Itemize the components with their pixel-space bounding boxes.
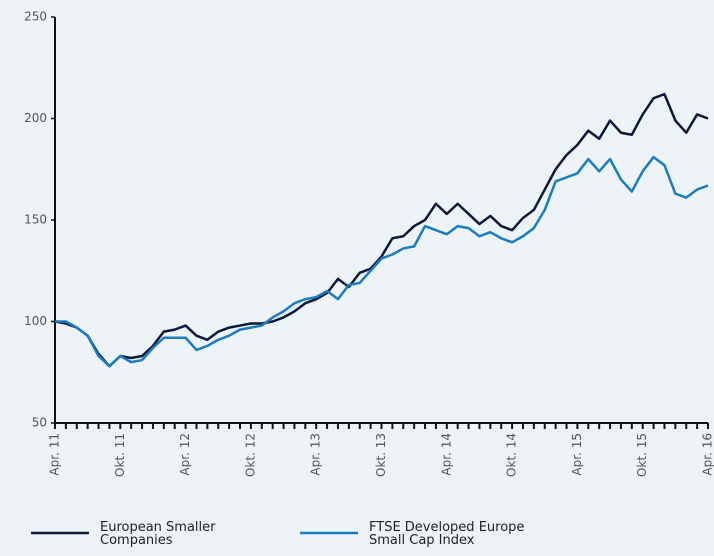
x-tick-label: Okt. 14 bbox=[505, 433, 519, 477]
x-tick-label: Okt. 11 bbox=[113, 433, 127, 477]
x-tick-label: Okt. 12 bbox=[243, 433, 257, 477]
line bbox=[55, 155, 709, 368]
x-tick-label: Apr. 13 bbox=[309, 433, 323, 476]
x-tick-label: Apr. 12 bbox=[178, 433, 192, 476]
x-tick-label: Apr. 16 bbox=[701, 433, 714, 476]
x-tick-label: Apr. 15 bbox=[570, 433, 584, 476]
x-tick-label: Okt. 15 bbox=[635, 433, 649, 477]
y-tick-label: 50 bbox=[32, 416, 47, 430]
y-tick-label: 100 bbox=[24, 314, 47, 328]
legend-label: FTSE Developed Europe Small Cap Index bbox=[369, 520, 524, 548]
y-tick-label: 200 bbox=[24, 111, 47, 125]
x-tick-label: Okt. 13 bbox=[374, 433, 388, 477]
x-tick-label: Apr. 14 bbox=[439, 433, 453, 476]
legend-label: European Smaller Companies bbox=[100, 520, 216, 548]
x-tick-label: Apr. 11 bbox=[48, 433, 62, 476]
y-tick-label: 150 bbox=[24, 213, 47, 227]
y-tick-label: 250 bbox=[24, 10, 47, 24]
line bbox=[54, 92, 709, 368]
